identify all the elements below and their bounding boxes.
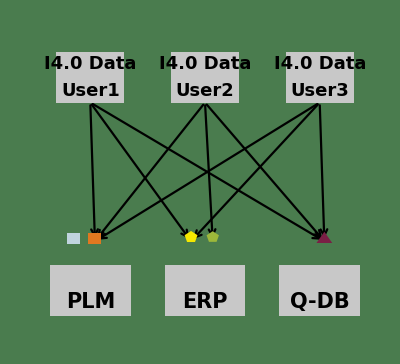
Polygon shape <box>206 231 219 242</box>
Text: I4.0 Data
User1: I4.0 Data User1 <box>44 55 136 99</box>
FancyBboxPatch shape <box>50 265 131 316</box>
Text: ERP: ERP <box>182 292 228 312</box>
FancyBboxPatch shape <box>88 233 102 244</box>
Text: Q-DB: Q-DB <box>290 292 350 312</box>
FancyBboxPatch shape <box>171 52 239 103</box>
FancyBboxPatch shape <box>56 52 124 103</box>
Text: I4.0 Data
User3: I4.0 Data User3 <box>274 55 366 99</box>
FancyBboxPatch shape <box>286 52 354 103</box>
FancyBboxPatch shape <box>279 265 360 316</box>
FancyBboxPatch shape <box>165 265 245 316</box>
Text: PLM: PLM <box>66 292 115 312</box>
Polygon shape <box>185 231 198 242</box>
Polygon shape <box>316 232 332 243</box>
FancyBboxPatch shape <box>67 233 80 244</box>
Text: I4.0 Data
User2: I4.0 Data User2 <box>159 55 251 99</box>
